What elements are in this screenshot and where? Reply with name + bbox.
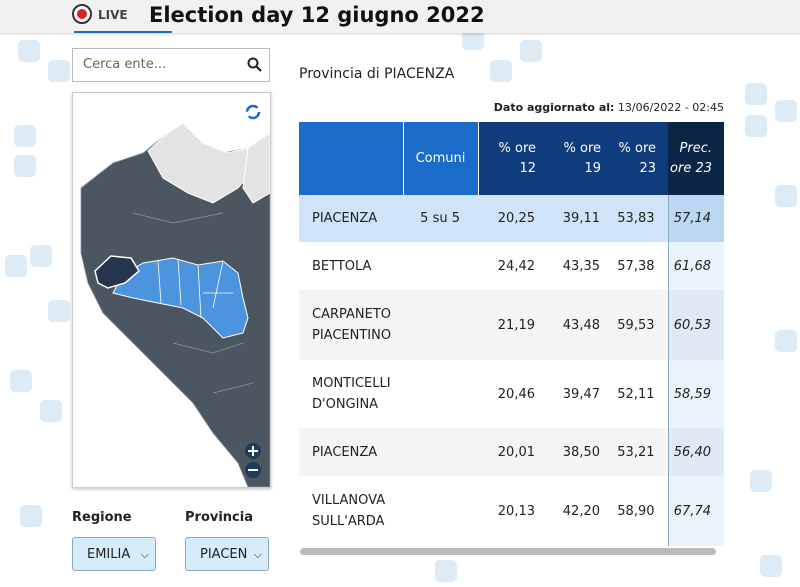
- select-value: EMILIA: [87, 547, 131, 562]
- value-cell: 52,11: [617, 386, 655, 402]
- refresh-icon[interactable]: [245, 104, 261, 120]
- updated: Dato aggiornato al: 13/06/2022 - 02:45: [300, 101, 724, 114]
- value-cell: 24,42: [497, 258, 535, 274]
- comuni-cell: 5 su 5: [420, 211, 460, 226]
- header-row: Comuni% ore 12% ore 19% ore 23 Prec. ore …: [299, 122, 724, 195]
- name-cell: CARPANETO PIACENTINO: [312, 307, 392, 343]
- name-cell: PIACENZA: [312, 444, 378, 460]
- value-cell: 20,01: [497, 444, 535, 460]
- value-cell: 61,68: [667, 242, 724, 290]
- value-cell: 39,11: [562, 211, 600, 226]
- map-svg: [80, 104, 271, 488]
- table-row: PIACENZA 20,01 38,50 53,21 56,40: [299, 428, 724, 476]
- province-select[interactable]: PIACEN ⌵: [185, 537, 269, 571]
- table-row: MONTICELLI D'ONGINA 20,46 39,47 52,11 58,59: [299, 360, 724, 428]
- value-cell: 43,48: [562, 317, 600, 333]
- updated-value: 13/06/2022 - 02:45: [617, 101, 724, 114]
- search-box[interactable]: Cerca ente...: [72, 48, 270, 82]
- value-cell: 20,13: [497, 503, 535, 519]
- header-cell: Comuni: [403, 122, 479, 195]
- comuni-cell: [403, 290, 478, 360]
- table-row: VILLANOVA SULL'ARDA 20,13 42,20 58,90 67,74: [299, 476, 724, 546]
- value-cell: 39,47: [562, 386, 600, 402]
- value-cell: 59,53: [617, 317, 655, 333]
- header-cell: % ore 23: [613, 122, 668, 195]
- chevron: ⌵: [253, 548, 262, 561]
- updated-label: Dato aggiornato al:: [493, 101, 615, 114]
- value-cell: 57,38: [617, 258, 655, 274]
- value-cell: 58,59: [667, 360, 724, 428]
- select-value: PIACEN: [200, 547, 248, 562]
- search-placeholder: Cerca ente...: [83, 57, 167, 72]
- live-icon: [72, 4, 92, 24]
- name-cell: PIACENZA: [312, 211, 378, 226]
- value-cell: 57,14: [667, 195, 724, 242]
- header-cell: [299, 122, 404, 195]
- comuni-cell: [403, 428, 478, 476]
- header-cell: Prec. ore 23: [668, 122, 724, 195]
- value-cell: 42,20: [562, 503, 600, 519]
- table-title: Provincia di PIACENZA: [299, 66, 455, 82]
- name-cell: MONTICELLI D'ONGINA: [312, 376, 391, 412]
- value-cell: 21,19: [497, 317, 535, 333]
- region-select[interactable]: EMILIA ⌵: [72, 537, 156, 571]
- comuni-cell: [403, 476, 478, 546]
- value-cell: 20,46: [497, 386, 535, 402]
- chevron: ⌵: [140, 548, 149, 561]
- comuni-cell: [403, 360, 478, 428]
- value-cell: 20,25: [497, 211, 535, 226]
- value-cell: 53,21: [617, 444, 655, 460]
- filter-label: Regione: [72, 510, 132, 525]
- comuni-cell: [403, 242, 478, 290]
- live-label: LIVE: [98, 8, 128, 22]
- value-cell: 67,74: [667, 476, 724, 546]
- value-cell: 38,50: [562, 444, 600, 460]
- tab-underline: [74, 31, 172, 33]
- scrollbar[interactable]: [300, 548, 716, 555]
- value-cell: 60,53: [667, 290, 724, 360]
- header: LIVE Election day 12 giugno 2022: [0, 0, 800, 33]
- zoom-out[interactable]: [245, 462, 261, 478]
- value-cell: 43,35: [562, 258, 600, 274]
- map[interactable]: [72, 92, 271, 488]
- table-row: CARPANETO PIACENTINO 21,19 43,48 59,53 60,53: [299, 290, 724, 360]
- value-cell: 58,90: [617, 503, 655, 519]
- results-table: Comuni% ore 12% ore 19% ore 23 Prec. ore …: [299, 122, 724, 546]
- name-cell: BETTOLA: [312, 258, 372, 274]
- value-cell: 53,83: [617, 211, 655, 226]
- filter-label: Provincia: [185, 510, 253, 525]
- search-icon[interactable]: [247, 57, 263, 73]
- page-title: Election day 12 giugno 2022: [149, 3, 485, 27]
- header-cell: % ore 19: [548, 122, 613, 195]
- table-row: BETTOLA 24,42 43,35 57,38 61,68: [299, 242, 724, 290]
- value-cell: 56,40: [667, 428, 724, 476]
- table-row: PIACENZA 5 su 5 20,25 39,11 53,83 57,14: [299, 195, 724, 242]
- zoom-in[interactable]: [245, 443, 261, 459]
- name-cell: VILLANOVA SULL'ARDA: [312, 493, 386, 529]
- header-cell: % ore 12: [478, 122, 548, 195]
